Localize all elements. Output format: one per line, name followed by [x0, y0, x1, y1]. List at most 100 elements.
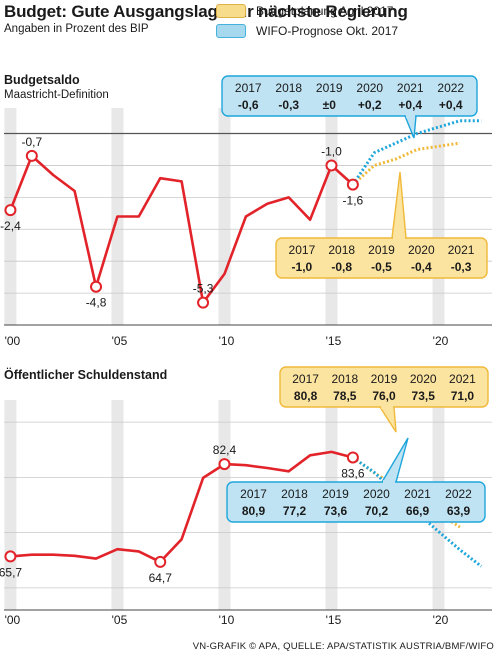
callout-box-wifo [226, 481, 486, 523]
data-point-label: 64,7 [149, 571, 173, 585]
source-credit: VN-GRAFIK © APA, QUELLE: APA/STATISTIK A… [192, 641, 494, 652]
callout-seam [381, 405, 393, 409]
series-line-actual [10, 450, 354, 564]
callout-year-wifo: 2017 [235, 81, 262, 95]
data-point-label: -1,6 [343, 194, 364, 208]
callout-year-plan: 2019 [368, 243, 395, 257]
callout-box-wifo [221, 75, 478, 117]
callout-seam [393, 236, 405, 240]
data-point-label: 82,4 [213, 443, 237, 457]
callout-year-plan: 2021 [449, 372, 476, 386]
callout-value-plan: 76,0 [372, 389, 396, 403]
callout-value-plan: 78,5 [333, 389, 357, 403]
callout-value-plan: 73,5 [412, 389, 436, 403]
series-line-actual [9, 154, 354, 305]
callout-value-plan: 80,8 [294, 389, 318, 403]
callout-year-plan: 2020 [408, 243, 435, 257]
callout-year-wifo: 2019 [322, 487, 349, 501]
callout-value-wifo: +0,2 [358, 98, 382, 112]
x-tick-label: '10 [219, 613, 235, 627]
year-band-05 [111, 400, 124, 610]
x-tick-label: '15 [326, 613, 342, 627]
x-tick-label: '20 [433, 334, 449, 348]
data-point-label: -5,3 [193, 282, 214, 296]
callout-year-wifo: 2018 [281, 487, 308, 501]
callout-seam [383, 480, 395, 484]
callout-seam [406, 114, 415, 118]
data-point-label: 65,7 [0, 565, 22, 579]
x-tick-label: '15 [326, 334, 342, 348]
callout-year-wifo: 2018 [275, 81, 302, 95]
data-point-marker [4, 550, 17, 563]
callout-year-wifo: 2021 [397, 81, 424, 95]
callout-value-plan: -0,4 [411, 260, 432, 274]
legend-swatch-wifo [216, 24, 246, 38]
legend-label-wifo: WIFO-Prognose Okt. 2017 [256, 24, 399, 38]
data-point-marker [197, 296, 210, 309]
x-tick-label: '00 [5, 334, 21, 348]
legend-item-wifo: WIFO-Prognose Okt. 2017 [216, 24, 398, 38]
callout-year-wifo: 2022 [437, 81, 464, 95]
data-point-marker [346, 451, 359, 464]
data-point-marker [325, 159, 338, 172]
data-point-label: -0,7 [21, 135, 42, 149]
legend-swatch-budgetplanung [216, 4, 246, 18]
callout-year-plan: 2017 [292, 372, 319, 386]
callout-value-wifo: -0,6 [238, 98, 259, 112]
x-tick-label: '10 [219, 334, 235, 348]
data-point-marker [25, 149, 38, 162]
callout-value-plan: 71,0 [451, 389, 475, 403]
callout-value-wifo: 63,9 [447, 504, 471, 518]
panel-subtitle-maastricht: Maastricht-Definition [4, 89, 109, 101]
callout-value-plan: -1,0 [292, 260, 313, 274]
callout-value-plan: -0,3 [451, 260, 472, 274]
callout-year-wifo: 2021 [404, 487, 431, 501]
data-point-marker [90, 280, 103, 293]
callout-value-plan: -0,5 [371, 260, 392, 274]
panel-title-budgetsaldo: Budgetsaldo [4, 73, 80, 87]
chart-subtitle: Angaben in Prozent des BIP [4, 23, 149, 35]
series-line-wifo [351, 119, 482, 186]
data-point-marker [218, 458, 231, 471]
legend-label-budgetplanung: Budgetplanung April 2017 [256, 4, 394, 18]
data-point-marker [4, 204, 17, 217]
callout-value-wifo: 80,9 [242, 504, 266, 518]
data-point-label: -2,4 [0, 219, 21, 233]
data-point-marker [154, 555, 167, 568]
callout-year-plan: 2018 [328, 243, 355, 257]
callout-value-wifo: +0,4 [439, 98, 463, 112]
data-point-label: -1,0 [321, 144, 342, 158]
callout-year-wifo: 2017 [240, 487, 267, 501]
callout-year-wifo: 2022 [445, 487, 472, 501]
callout-year-plan: 2020 [410, 372, 437, 386]
year-band-20 [432, 108, 445, 325]
callout-value-wifo: 77,2 [283, 504, 307, 518]
callout-pointer-plan [378, 406, 397, 433]
callout-pointer-wifo [403, 115, 417, 139]
data-point-marker [346, 178, 359, 191]
callout-value-wifo: +0,4 [398, 98, 422, 112]
panel-title-schuldenstand: Öffentlicher Schuldenstand [4, 368, 168, 382]
x-tick-label: '20 [433, 613, 449, 627]
callout-pointer-plan [391, 171, 407, 239]
legend-item-budgetplanung: Budgetplanung April 2017 [216, 4, 393, 18]
year-band-10 [218, 108, 231, 325]
callout-value-wifo: 73,6 [324, 504, 348, 518]
callout-value-wifo: -0,3 [278, 98, 299, 112]
callout-year-wifo: 2020 [356, 81, 383, 95]
x-tick-label: '00 [5, 613, 21, 627]
callout-pointer-wifo [380, 437, 409, 483]
callout-year-wifo: 2020 [363, 487, 390, 501]
chart-title: Budget: Gute Ausgangslage für nächste Re… [4, 2, 408, 21]
data-point-label: 83,6 [341, 466, 365, 480]
year-band-00 [4, 108, 17, 325]
x-tick-label: '05 [112, 613, 128, 627]
callout-value-wifo: 66,9 [406, 504, 430, 518]
callout-year-plan: 2017 [289, 243, 316, 257]
x-tick-label: '05 [112, 334, 128, 348]
callout-year-plan: 2019 [371, 372, 398, 386]
data-point-label: -4,8 [86, 296, 107, 310]
callout-value-wifo: ±0 [323, 98, 337, 112]
year-band-10 [218, 400, 231, 610]
callout-value-wifo: 70,2 [365, 504, 389, 518]
